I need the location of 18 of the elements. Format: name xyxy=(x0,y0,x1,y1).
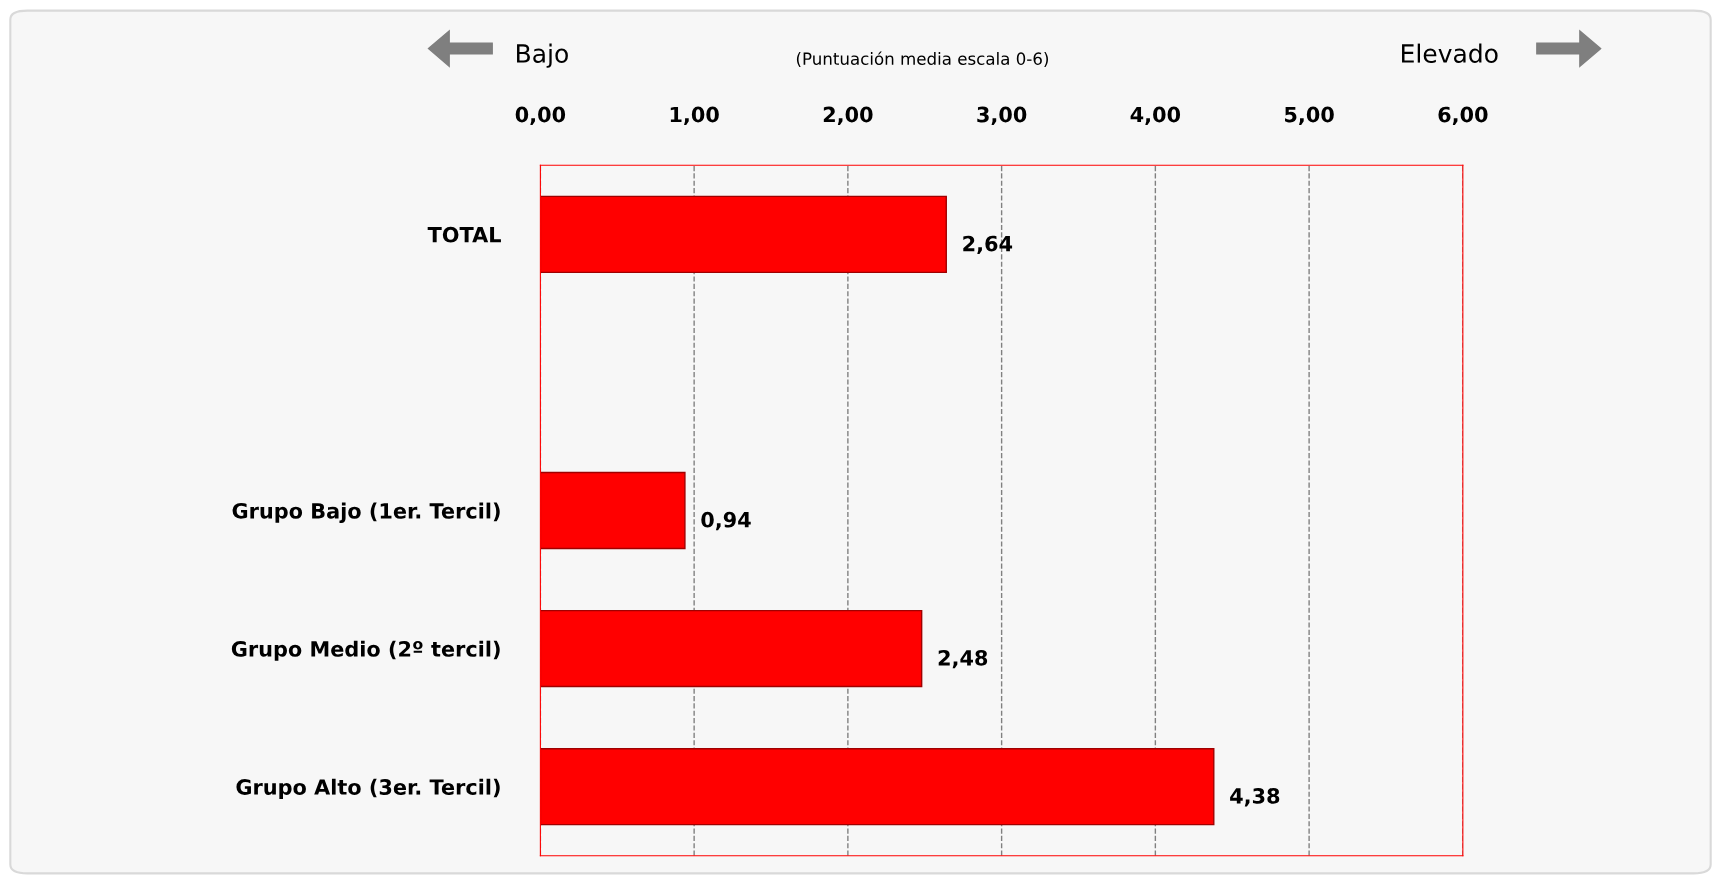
x-tick-label: 5,00 xyxy=(1285,106,1334,126)
x-tick-label: 4,00 xyxy=(1130,106,1181,126)
y-tick-label: Grupo Medio (2º tercil) xyxy=(231,640,500,661)
y-tick-label: Grupo Bajo (1er. Tercil) xyxy=(232,502,500,523)
text: Bajo xyxy=(517,43,568,68)
x-tick-label: 0,00 xyxy=(515,106,566,126)
y-tick-label: TOTAL xyxy=(427,226,501,243)
data-label: 0,94 xyxy=(701,511,751,531)
x-tick-label: 1,00 xyxy=(670,106,719,126)
data-label: 2,48 xyxy=(938,649,988,669)
data-label: 4,38 xyxy=(1230,788,1280,807)
x-tick-label: 3,00 xyxy=(977,106,1027,126)
x-tick-label: 2,00 xyxy=(823,106,873,126)
chart-subtitle: (Puntuación media escala 0-6) xyxy=(796,51,1048,67)
data-label: 2,64 xyxy=(963,235,1013,255)
x-tick-label: 6,00 xyxy=(1438,106,1488,126)
text: Elevado xyxy=(1402,43,1498,63)
y-tick-label: Grupo Alto (3er. Tercil) xyxy=(236,778,500,799)
